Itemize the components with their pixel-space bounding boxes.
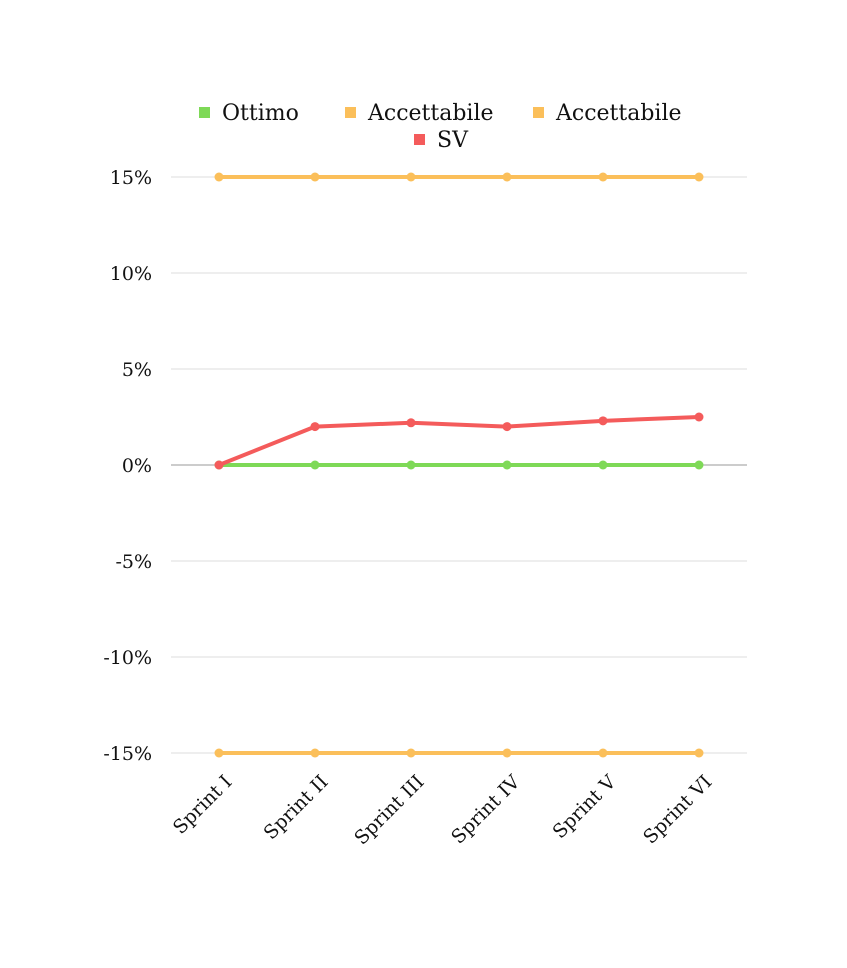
data-point bbox=[406, 172, 416, 182]
data-point bbox=[310, 460, 320, 470]
x-axis: Sprint I Sprint II Sprint III Sprint IV Spri… bbox=[169, 771, 717, 850]
data-point bbox=[598, 460, 608, 470]
y-tick-label: 5% bbox=[122, 359, 152, 381]
legend-item-sv[interactable]: SV bbox=[414, 128, 469, 153]
legend-swatch bbox=[199, 107, 210, 118]
data-point bbox=[598, 748, 608, 758]
y-tick-label: 0% bbox=[122, 455, 152, 477]
data-point bbox=[502, 748, 512, 758]
x-tick-label: Sprint IV bbox=[447, 771, 525, 849]
y-tick-label: -15% bbox=[103, 743, 152, 765]
legend-swatch bbox=[345, 107, 356, 118]
data-point bbox=[406, 418, 416, 428]
x-tick-label: Sprint III bbox=[350, 771, 428, 849]
data-point bbox=[694, 460, 704, 470]
x-tick-label: Sprint V bbox=[548, 771, 620, 843]
data-point bbox=[310, 748, 320, 758]
series-line bbox=[217, 415, 701, 467]
y-tick-label: -5% bbox=[115, 551, 152, 573]
data-point bbox=[694, 172, 704, 182]
y-tick-label: 10% bbox=[110, 263, 152, 285]
legend-label: Accettabile bbox=[555, 101, 682, 126]
data-point bbox=[502, 460, 512, 470]
data-point bbox=[406, 460, 416, 470]
y-tick-label: 15% bbox=[110, 167, 152, 189]
data-point bbox=[694, 412, 704, 422]
data-point bbox=[406, 748, 416, 758]
x-tick-label: Sprint VI bbox=[639, 771, 716, 848]
data-point bbox=[502, 172, 512, 182]
y-axis: 15% 10% 5% 0% -5% -10% -15% bbox=[103, 167, 152, 765]
data-point bbox=[214, 172, 224, 182]
y-tick-label: -10% bbox=[103, 647, 152, 669]
series-layer bbox=[214, 172, 704, 758]
data-point bbox=[214, 460, 224, 470]
legend-swatch bbox=[533, 107, 544, 118]
series-sv bbox=[214, 412, 704, 470]
series-ottimo bbox=[214, 460, 704, 470]
data-point bbox=[310, 172, 320, 182]
x-tick-label: Sprint II bbox=[260, 771, 333, 844]
legend-swatch bbox=[414, 134, 425, 145]
legend-label: Ottimo bbox=[222, 101, 299, 126]
data-point bbox=[214, 748, 224, 758]
data-point bbox=[502, 422, 512, 432]
data-point bbox=[310, 422, 320, 432]
legend-label: Accettabile bbox=[367, 101, 494, 126]
legend-item-accettabile[interactable]: Accettabile bbox=[345, 101, 494, 126]
series-accettabile bbox=[214, 748, 704, 758]
legend-item-ottimo[interactable]: Ottimo bbox=[199, 101, 299, 126]
series-accettabile bbox=[214, 172, 704, 182]
data-point bbox=[598, 416, 608, 426]
legend-item-accettabile[interactable]: Accettabile bbox=[533, 101, 682, 126]
data-point bbox=[598, 172, 608, 182]
data-point bbox=[694, 748, 704, 758]
x-tick-label: Sprint I bbox=[169, 771, 237, 839]
legend-label: SV bbox=[437, 128, 469, 153]
